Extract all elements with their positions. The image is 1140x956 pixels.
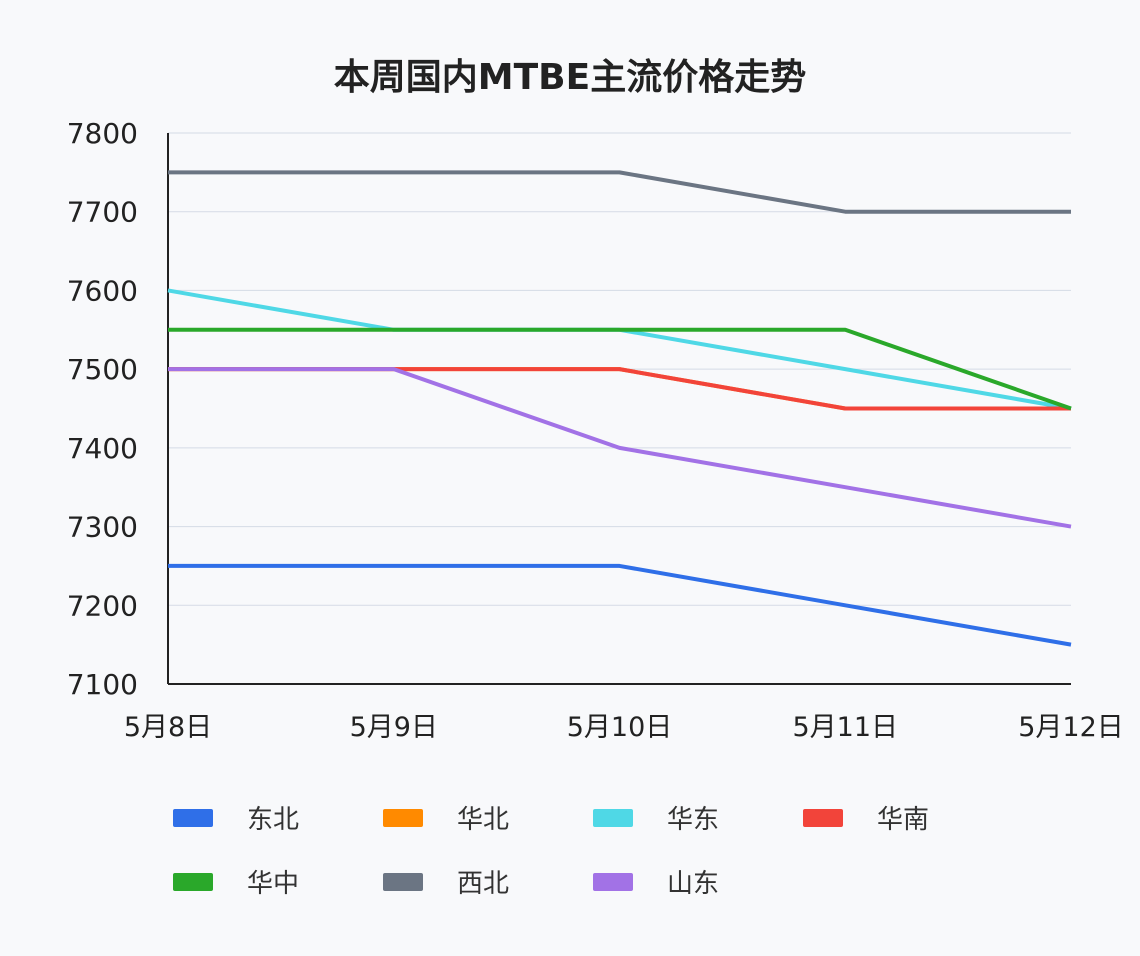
legend-swatch (383, 872, 423, 891)
legend-label: 西北 (457, 869, 510, 899)
x-tick-label: 5月10日 (567, 712, 673, 743)
legend-swatch (593, 808, 633, 827)
legend-label: 东北 (247, 805, 300, 835)
legend-item[interactable]: 华中 (173, 863, 299, 900)
y-tick-label: 7500 (67, 353, 138, 386)
x-tick-label: 5月11日 (792, 712, 898, 743)
y-tick-label: 7400 (67, 432, 138, 465)
legend-swatch (803, 808, 843, 827)
series-line-华中 (168, 327, 1072, 411)
legend-item[interactable]: 山东 (593, 863, 719, 900)
legend-label: 华东 (667, 805, 720, 835)
legend-swatch (383, 808, 423, 827)
y-tick-label: 7300 (67, 511, 138, 544)
legend-label: 华南 (877, 805, 930, 835)
x-tick-label: 5月12日 (1018, 712, 1124, 743)
chart-title: 本周国内MTBE主流价格走势 (333, 57, 807, 98)
legend-swatch (173, 872, 213, 891)
legend-item[interactable]: 华北 (383, 799, 509, 836)
series-line-华南 (168, 367, 1071, 411)
y-tick-label: 7100 (67, 668, 138, 701)
y-tick-label: 7600 (67, 274, 138, 307)
x-tick-label: 5月9日 (350, 712, 438, 743)
legend-item[interactable]: 东北 (173, 799, 299, 836)
series-line-华东 (167, 288, 1072, 411)
legend-swatch (593, 872, 633, 891)
y-tick-label: 7800 (67, 117, 138, 150)
legend-swatch (173, 808, 213, 827)
x-tick-label: 5月8日 (124, 712, 212, 743)
legend-label: 山东 (667, 869, 720, 899)
legend-item[interactable]: 华南 (803, 799, 929, 836)
series-line-华北 (168, 367, 1071, 411)
y-tick-label: 7700 (67, 196, 138, 229)
y-tick-label: 7200 (67, 589, 138, 622)
legend-label: 华北 (457, 805, 510, 835)
legend-item[interactable]: 华东 (593, 799, 719, 836)
series-line-山东 (168, 367, 1072, 529)
series-line-西北 (168, 170, 1071, 214)
legend-label: 华中 (247, 869, 300, 899)
legend-item[interactable]: 西北 (383, 863, 509, 900)
series-line-东北 (168, 563, 1072, 647)
